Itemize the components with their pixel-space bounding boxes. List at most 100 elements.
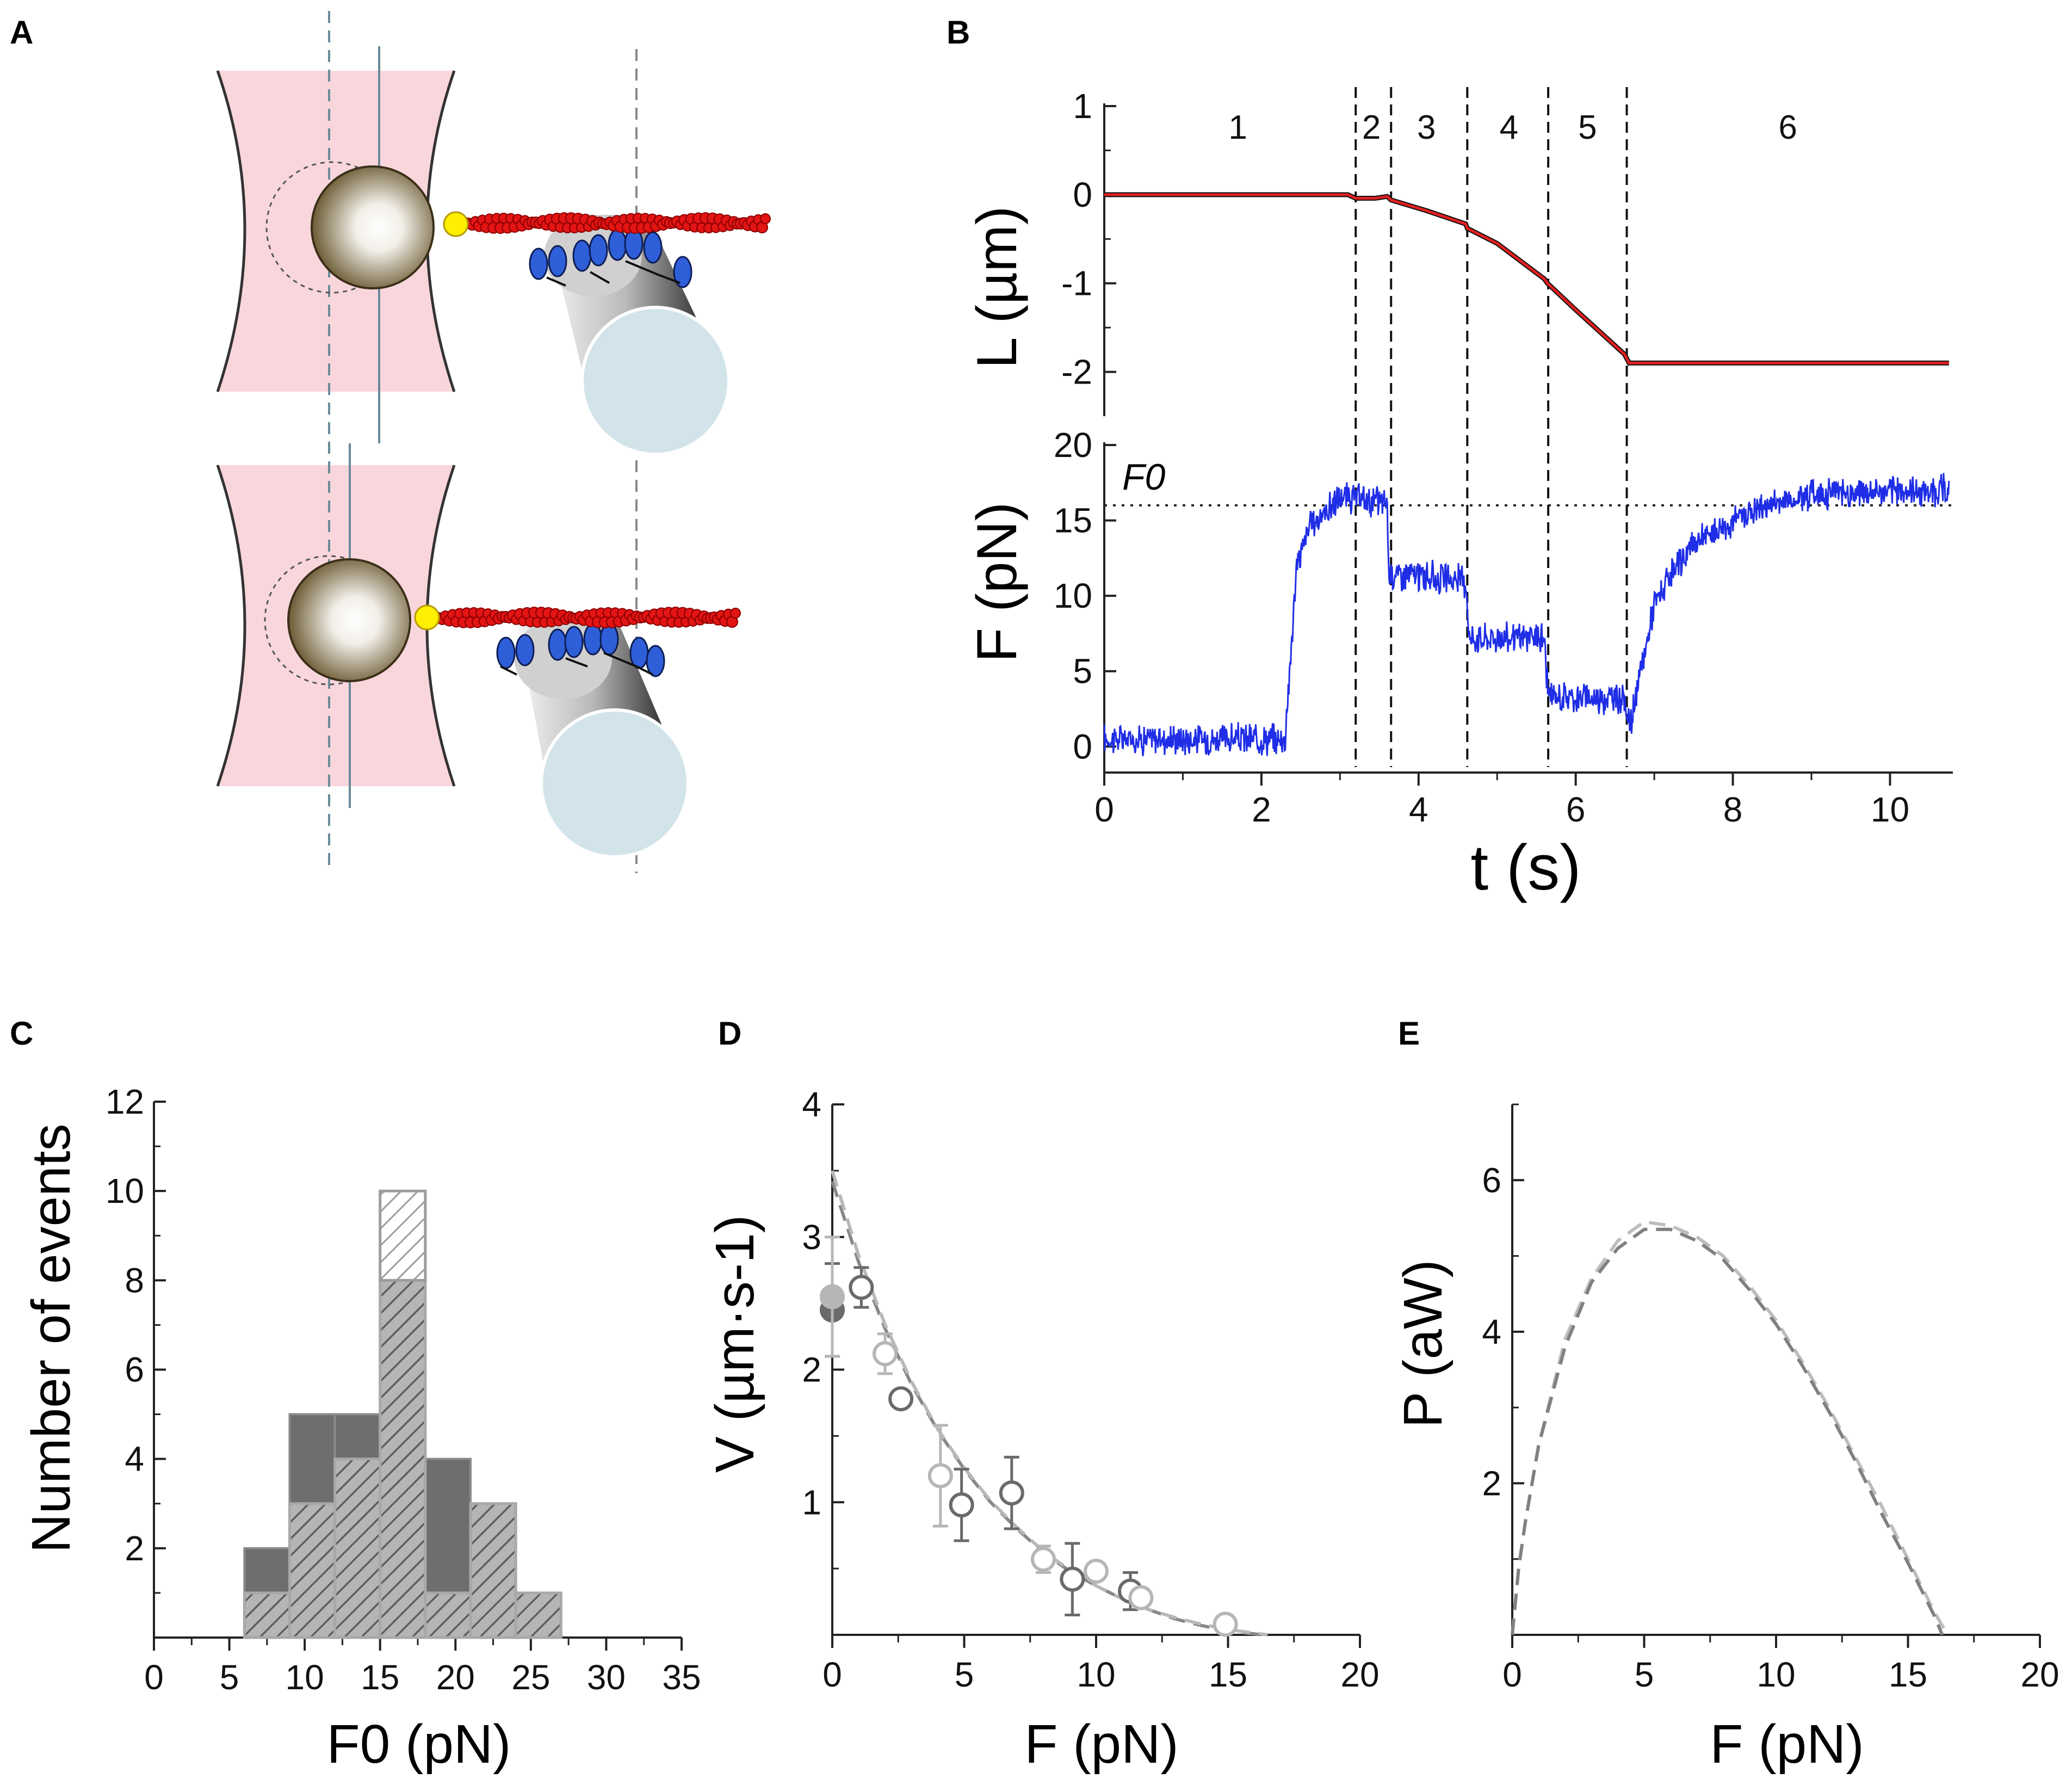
actin-filament-bottom	[429, 607, 741, 628]
c-ytick-label: 4	[125, 1440, 144, 1479]
d-xtick-label: 20	[1340, 1655, 1379, 1694]
c-xtick-label: 30	[587, 1658, 626, 1697]
d-xtick-label: 0	[822, 1655, 842, 1694]
c-xtick-label: 15	[361, 1658, 399, 1697]
b-force-ytick-label: 5	[1073, 652, 1092, 691]
c-ytick-label: 10	[106, 1171, 144, 1210]
d-ylabel: V (µm·s-1)	[704, 1215, 765, 1473]
d-ytick-label: 2	[802, 1350, 821, 1389]
b-length-axes: 1 0 -1 -2	[1061, 87, 1116, 416]
trap-edge-left-bottom	[216, 465, 246, 787]
c-bar-hatched	[379, 1278, 427, 1639]
e-ytick-label: 6	[1482, 1160, 1501, 1200]
e-ytick-label: 4	[1482, 1312, 1501, 1351]
d-data-point	[1128, 1585, 1154, 1610]
b-force-ytick-label: 10	[1054, 576, 1092, 615]
c-xtick-label: 20	[436, 1658, 475, 1697]
b-xtick-label: 6	[1566, 790, 1586, 829]
d-axes: 1 2 3 4 0 5 10 15 20	[802, 1085, 1379, 1694]
d-data-point	[873, 1341, 898, 1367]
c-bar-hatched	[514, 1591, 562, 1639]
c-axes: 2 4 6 8 10 12 0 5 10 15 20 25 30 35	[106, 1082, 701, 1697]
panel-label-d: D	[718, 1015, 741, 1052]
b-segment-label: 3	[1417, 109, 1436, 146]
e-xtick-label: 10	[1756, 1655, 1795, 1694]
b-xtick-label: 4	[1409, 790, 1428, 829]
b-length-trace	[1104, 193, 1949, 365]
panel-label-c: C	[10, 1015, 33, 1052]
e-ylabel: P (aW)	[1393, 1259, 1454, 1428]
d-xtick-label: 5	[955, 1655, 974, 1694]
e-power-curve	[1511, 1220, 1949, 1636]
c-bars	[243, 1189, 562, 1639]
c-ytick-label: 6	[125, 1350, 144, 1389]
c-ytick-label: 2	[125, 1529, 144, 1568]
b-force-ytick-label: 20	[1054, 425, 1092, 465]
d-data-point	[1213, 1611, 1238, 1637]
b-length-ytick-label: 0	[1073, 175, 1092, 214]
d-data-point	[1031, 1547, 1056, 1572]
d-data-point	[888, 1386, 914, 1412]
panel-label-b: B	[947, 14, 970, 51]
c-xtick-label: 10	[286, 1658, 324, 1697]
b-xtick-label: 0	[1094, 790, 1114, 829]
d-ytick-label: 3	[802, 1218, 821, 1257]
c-xlabel: F0 (pN)	[327, 1714, 511, 1775]
d-data	[820, 1170, 1268, 1637]
d-xtick-label: 10	[1077, 1655, 1115, 1694]
trapped-bead-bottom	[287, 558, 411, 682]
e-axes: 2 4 6 0 5 10 15 20	[1482, 1103, 2059, 1694]
e-xtick-label: 15	[1889, 1655, 1927, 1694]
panel-label-a: A	[10, 14, 33, 51]
b-xtick-label: 8	[1723, 790, 1743, 829]
c-bar-hatched	[469, 1502, 517, 1639]
b-f0-label: F0	[1122, 456, 1166, 498]
b-force-axes: 20 15 10 5 00 2 4 6 8 10	[1054, 425, 1953, 829]
e-curves	[1511, 1220, 1949, 1636]
c-xtick-label: 5	[220, 1658, 239, 1697]
d-data-point	[949, 1492, 974, 1518]
actin-filament-top	[459, 212, 771, 234]
c-ylabel: Number of events	[21, 1123, 82, 1553]
b-segment-label: 5	[1578, 109, 1597, 146]
e-power-curve	[1511, 1227, 1944, 1636]
myosin-tails-top	[546, 260, 681, 287]
c-xtick-label: 35	[662, 1658, 701, 1697]
b-xtick-label: 2	[1252, 790, 1271, 829]
d-data-point	[927, 1463, 953, 1488]
schematic-panel-a	[216, 11, 771, 873]
panel-label-e: E	[1398, 1015, 1420, 1052]
c-xtick-label: 25	[511, 1658, 550, 1697]
d-ytick-label: 1	[802, 1483, 821, 1522]
myosin-heads-bottom	[496, 623, 665, 677]
bead-handle-top	[443, 211, 469, 237]
b-xlabel: t (s)	[1470, 832, 1581, 904]
b-xtick-label: 10	[1871, 790, 1909, 829]
b-force-ytick-label: 15	[1054, 501, 1092, 540]
e-xtick-label: 5	[1635, 1655, 1654, 1694]
c-bar-hatched	[288, 1502, 337, 1639]
trap-edge-left-top	[216, 70, 246, 392]
c-bar-hatched	[333, 1457, 382, 1639]
b-force-trace	[1103, 473, 1950, 756]
d-data-point	[849, 1275, 874, 1300]
b-segment-label: 4	[1500, 109, 1518, 146]
d-fit-curve	[831, 1170, 1268, 1636]
trapped-bead-top	[311, 165, 435, 289]
c-ytick-label: 12	[106, 1082, 144, 1121]
panel-e-power: 2 4 6 0 5 10 15 20 P (aW) F (pN)	[1393, 1103, 2059, 1775]
d-xlabel: F (pN)	[1024, 1714, 1178, 1775]
actin-monomer	[760, 213, 771, 225]
d-data-point	[1084, 1559, 1109, 1584]
c-bar-hatched	[243, 1591, 291, 1639]
c-bar-hatched-top	[379, 1189, 427, 1282]
d-data-point	[999, 1480, 1024, 1506]
bead-handle-bottom	[414, 604, 440, 631]
actin-monomer	[730, 608, 741, 619]
e-xlabel: F (pN)	[1710, 1714, 1864, 1775]
d-data-point	[820, 1284, 845, 1310]
d-data-point	[1060, 1566, 1085, 1592]
b-force-ylabel: F (pN)	[966, 502, 1029, 663]
